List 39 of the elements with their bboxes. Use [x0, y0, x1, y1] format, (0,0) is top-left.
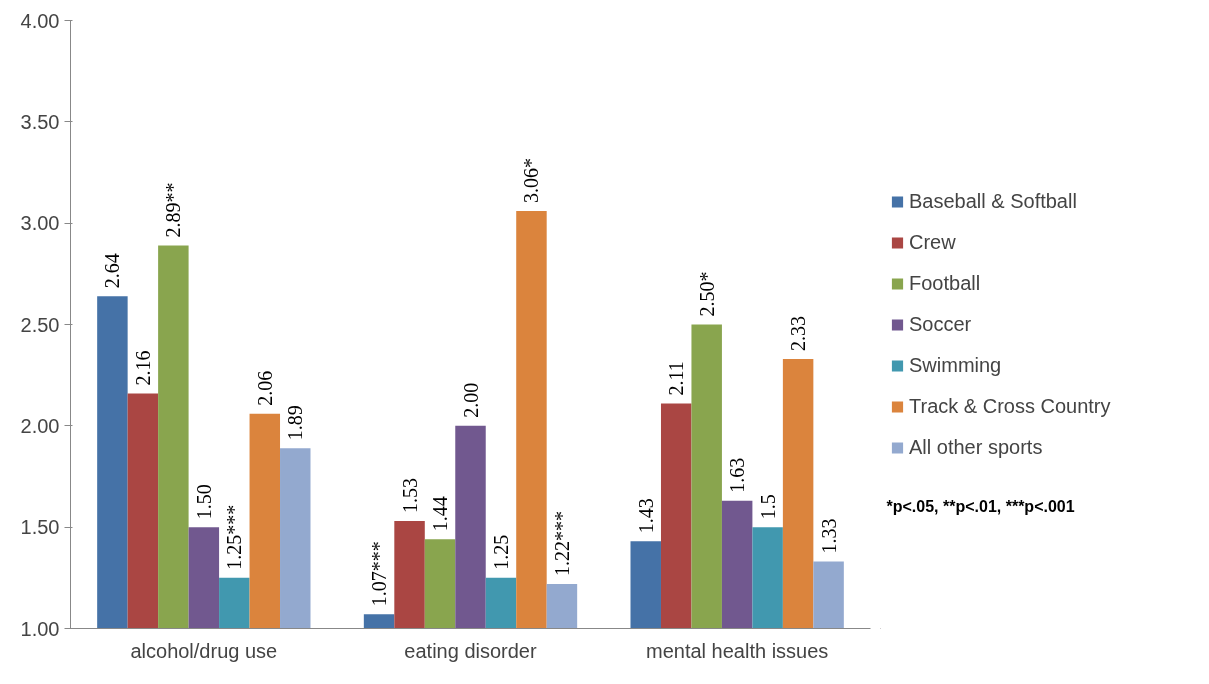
data-label: 2.33 [787, 315, 810, 351]
data-label: 2.16 [131, 350, 154, 386]
y-tick-label: 1.00 [20, 617, 60, 640]
data-label: 1.43 [634, 498, 657, 534]
data-label: 1.44 [429, 496, 452, 532]
x-tick-label: mental health issues [646, 639, 829, 662]
data-label: 2.64 [101, 253, 124, 289]
data-label: 1.07*** [368, 541, 391, 607]
data-label: 1.25*** [223, 504, 246, 570]
legend-label: Football [909, 271, 981, 295]
legend-label: Crew [909, 230, 956, 254]
legend-label: Track & Cross Country [909, 394, 1111, 418]
data-label: 1.63 [726, 457, 749, 493]
data-label: 2.00 [459, 382, 482, 418]
data-label: 1.25 [489, 534, 512, 570]
text: *p<.05, **p<.01, ***p<.001 [886, 498, 1075, 516]
data-label: 1.50 [192, 484, 215, 520]
y-tick-label: 3.50 [20, 110, 60, 133]
y-tick-label: 2.00 [20, 414, 60, 437]
y-tick-label: 2.50 [20, 313, 60, 336]
legend-label: Soccer [909, 312, 972, 336]
x-tick-label: alcohol/drug use [130, 639, 278, 662]
data-label: 2.11 [665, 361, 688, 396]
data-label: 1.33 [817, 518, 840, 554]
data-label: 1.89 [284, 405, 307, 441]
data-label: 2.50* [695, 271, 718, 317]
legend-label: Baseball & Softball [909, 189, 1077, 213]
data-label: 2.89** [162, 182, 185, 238]
data-label: 3.06* [520, 158, 543, 204]
data-label: 1.5 [756, 494, 779, 520]
y-tick-label: 1.50 [20, 516, 60, 539]
x-tick-label: eating disorder [404, 639, 537, 662]
legend-label: Swimming [909, 353, 1002, 377]
y-tick-label: 3.00 [20, 212, 60, 235]
data-label: 2.06 [253, 370, 276, 406]
data-label: 1.22*** [550, 510, 573, 576]
legend-label: All other sports [909, 435, 1043, 459]
y-tick-label: 4.00 [20, 9, 60, 32]
data-label: 1.53 [398, 478, 421, 514]
